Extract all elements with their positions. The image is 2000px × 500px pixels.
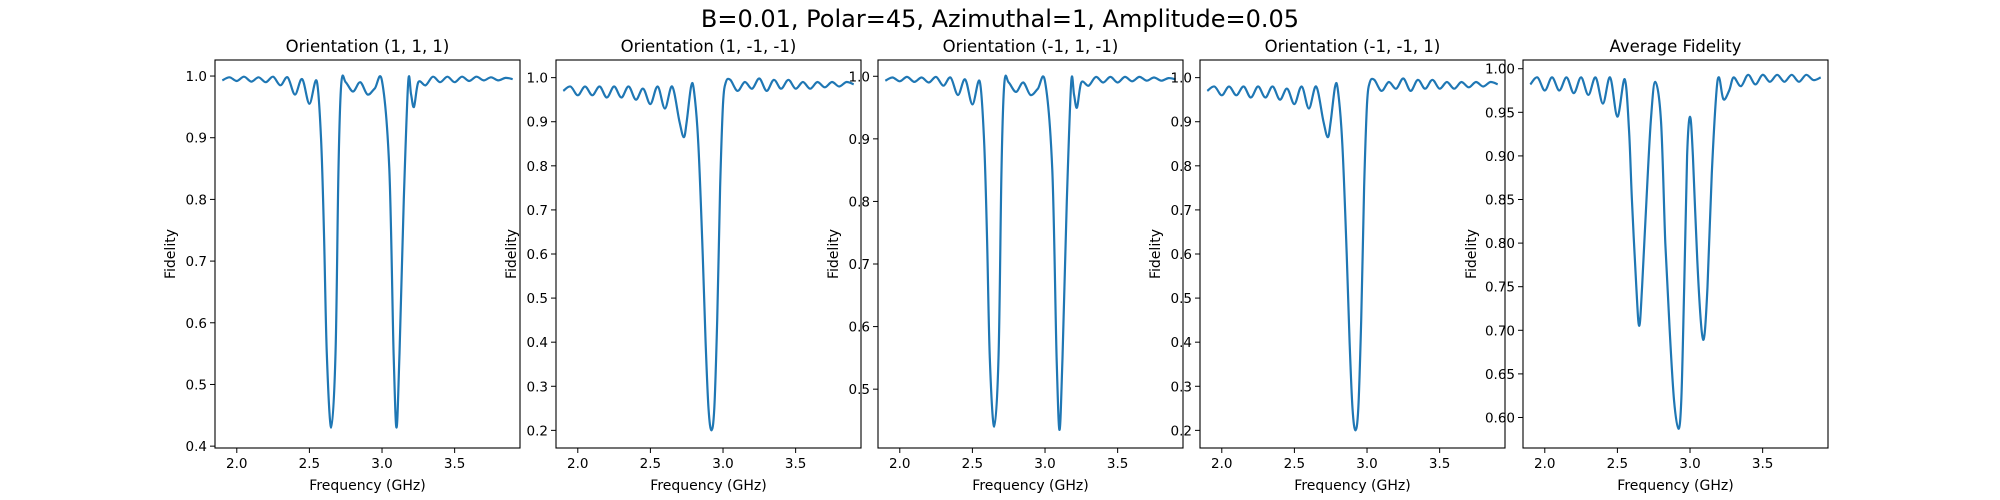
subplot-grid: Orientation (1, 1, 1) 2.0 2.5 3.0 3.5 0.4 0.5 0…	[163, 37, 1829, 494]
y-tick-label: 0.5	[1171, 291, 1192, 307]
y-tick-label: 0.6	[1171, 247, 1192, 263]
y-tick-label: 1.00	[1485, 62, 1515, 78]
plot-frame	[1199, 59, 1506, 449]
x-axis-label: Frequency (GHz)	[1617, 478, 1733, 494]
fidelity-line	[884, 74, 1176, 431]
y-tick-label: 0.70	[1485, 323, 1515, 339]
fidelity-line	[1206, 77, 1499, 432]
x-tick-label: 2.0	[1534, 456, 1555, 472]
y-tick-label: 0.5	[186, 377, 207, 393]
x-tick-label: 3.5	[444, 456, 465, 472]
x-tick-label: 2.5	[1607, 456, 1628, 472]
x-tick-label: 2.0	[567, 456, 588, 472]
y-tick-label: 0.8	[1171, 159, 1192, 175]
x-tick-label: 3.5	[785, 456, 806, 472]
y-tick-label: 1.0	[186, 69, 207, 85]
y-tick-label: 1.0	[849, 69, 870, 85]
subplot-3: Orientation (-1, 1, -1) 2.0 2.5 3.0 3.5 0.5 0.…	[826, 37, 1184, 494]
subplot-5: Average Fidelity 2.0 2.5 3.0 3.5 0.60 0.65 0.70…	[1464, 37, 1829, 494]
plot-frame	[877, 59, 1184, 449]
x-tick-label: 2.5	[1284, 456, 1305, 472]
plot-frame	[1522, 59, 1829, 449]
x-tick-label: 2.5	[640, 456, 661, 472]
x-tick-label: 2.0	[889, 456, 910, 472]
x-axis-label: Frequency (GHz)	[972, 478, 1088, 494]
subplot-title: Average Fidelity	[1610, 37, 1742, 56]
x-axis-label: Frequency (GHz)	[650, 478, 766, 494]
x-tick-label: 3.5	[1107, 456, 1128, 472]
y-tick-label: 0.3	[1171, 379, 1192, 395]
y-tick-label: 0.7	[849, 257, 870, 273]
y-tick-label: 0.7	[1171, 203, 1192, 219]
y-tick-label: 0.2	[1171, 423, 1192, 439]
y-tick-label: 0.4	[527, 335, 548, 351]
plot-frame	[214, 59, 521, 449]
y-axis-label: Fidelity	[1464, 229, 1480, 279]
y-tick-label: 1.0	[527, 71, 548, 87]
y-axis-label: Fidelity	[826, 229, 842, 279]
x-tick-label: 2.5	[962, 456, 983, 472]
fidelity-line	[1529, 73, 1822, 430]
y-tick-label: 0.5	[527, 291, 548, 307]
y-tick-label: 0.7	[527, 203, 548, 219]
y-tick-label: 0.80	[1485, 236, 1515, 252]
plot-frame	[555, 59, 862, 449]
y-tick-label: 0.4	[186, 439, 207, 455]
y-tick-label: 0.6	[849, 320, 870, 336]
x-tick-label: 2.0	[226, 456, 247, 472]
y-tick-label: 0.5	[849, 382, 870, 398]
x-tick-label: 3.5	[1752, 456, 1773, 472]
y-tick-label: 0.8	[849, 194, 870, 210]
y-tick-label: 0.6	[527, 247, 548, 263]
y-tick-label: 1.0	[1171, 71, 1192, 87]
y-axis-label: Fidelity	[504, 229, 520, 279]
subplot-title: Orientation (-1, -1, 1)	[1265, 37, 1441, 56]
subplot-title: Orientation (-1, 1, -1)	[943, 37, 1119, 56]
y-tick-label: 0.90	[1485, 149, 1515, 165]
x-tick-label: 3.0	[1034, 456, 1055, 472]
y-tick-label: 0.85	[1485, 193, 1515, 209]
subplot-title: Orientation (1, 1, 1)	[286, 37, 450, 56]
x-tick-label: 3.5	[1429, 456, 1450, 472]
y-tick-label: 0.9	[849, 132, 870, 148]
x-tick-label: 2.0	[1211, 456, 1232, 472]
y-tick-label: 0.8	[527, 159, 548, 175]
fidelity-line	[221, 74, 513, 429]
y-tick-label: 0.6	[186, 316, 207, 332]
y-axis-label: Fidelity	[1148, 229, 1164, 279]
figure-suptitle: B=0.01, Polar=45, Azimuthal=1, Amplitude…	[701, 5, 1299, 33]
subplot-4: Orientation (-1, -1, 1) 2.0 2.5 3.0 3.5 0.2 0.…	[1148, 37, 1506, 494]
y-tick-label: 0.75	[1485, 280, 1515, 296]
x-tick-label: 3.0	[1679, 456, 1700, 472]
subplot-title: Orientation (1, -1, -1)	[621, 37, 797, 56]
subplot-1: Orientation (1, 1, 1) 2.0 2.5 3.0 3.5 0.4 0.5 0…	[163, 37, 521, 494]
subplot-2: Orientation (1, -1, -1) 2.0 2.5 3.0 3.5 0.2 0.…	[504, 37, 862, 494]
y-tick-label: 0.8	[186, 192, 207, 208]
y-tick-label: 0.4	[1171, 335, 1192, 351]
y-tick-label: 0.60	[1485, 410, 1515, 426]
y-tick-label: 0.9	[527, 115, 548, 131]
y-tick-label: 0.2	[527, 423, 548, 439]
y-axis-label: Fidelity	[163, 229, 179, 279]
x-axis-label: Frequency (GHz)	[309, 478, 425, 494]
x-tick-label: 3.0	[712, 456, 733, 472]
x-tick-label: 3.0	[1356, 456, 1377, 472]
y-tick-label: 0.9	[1171, 115, 1192, 131]
y-tick-label: 0.95	[1485, 105, 1515, 121]
y-tick-label: 0.65	[1485, 367, 1515, 383]
x-tick-label: 3.0	[371, 456, 392, 472]
x-tick-label: 2.5	[299, 456, 320, 472]
x-axis-label: Frequency (GHz)	[1294, 478, 1410, 494]
y-tick-label: 0.7	[186, 254, 207, 270]
y-tick-label: 0.9	[186, 131, 207, 147]
fidelity-line	[562, 77, 855, 432]
y-tick-label: 0.3	[527, 379, 548, 395]
